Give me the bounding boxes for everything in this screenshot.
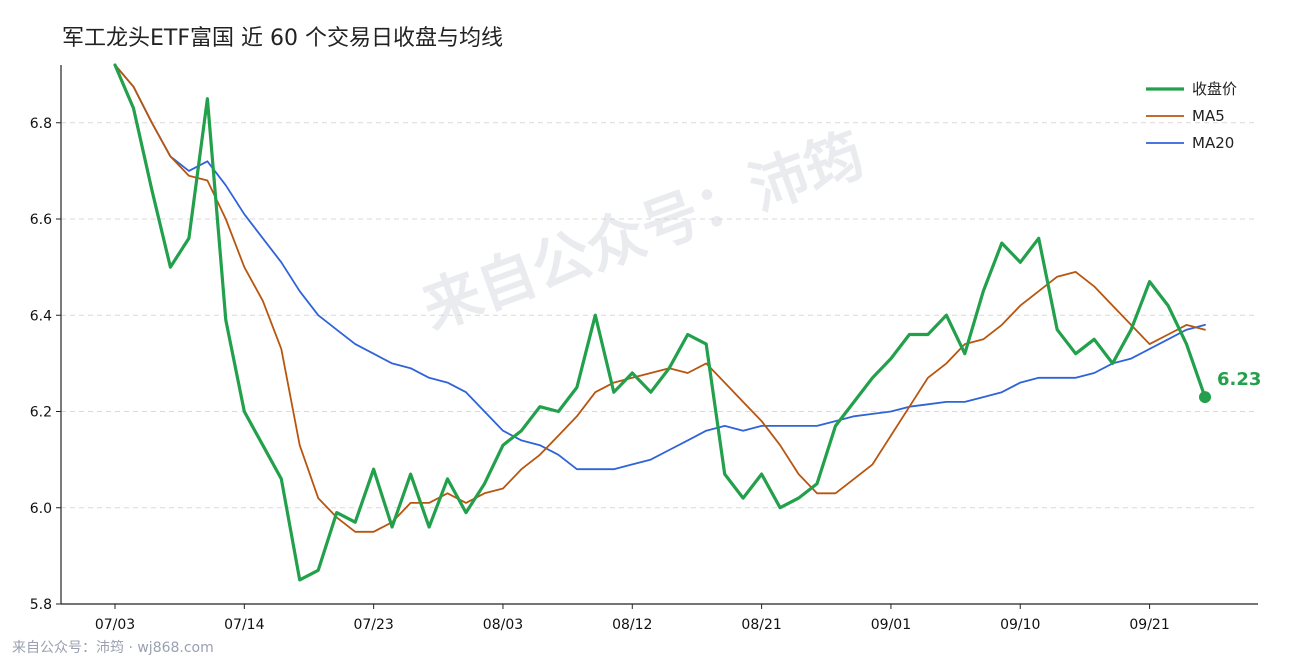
y-tick-label: 6.2 <box>30 405 52 421</box>
series-lines: 6.23 <box>113 63 1261 582</box>
y-tick-label: 6.8 <box>30 116 52 132</box>
y-tick-label: 6.4 <box>30 308 52 324</box>
axes: 5.8 6.0 6.2 6.4 6.6 6.8 07/03 07/14 07/23 08/03 08… <box>30 65 1258 633</box>
last-close-point <box>1199 391 1211 404</box>
x-tick-label: 09/21 <box>1129 617 1169 633</box>
series-ma20-line <box>114 64 1206 471</box>
x-tick-label: 07/03 <box>95 617 135 633</box>
x-tick-label: 09/01 <box>871 617 911 633</box>
x-tick-label: 09/10 <box>1000 617 1040 633</box>
legend: 收盘价 MA5 MA20 <box>1146 80 1237 152</box>
chart-title: 军工龙头ETF富国 近 60 个交易日收盘与均线 <box>62 26 503 51</box>
grid-lines <box>61 122 1258 509</box>
source-footer: 来自公众号：沛筠 · wj868.com <box>12 640 214 656</box>
legend-label: 收盘价 <box>1192 80 1237 98</box>
y-tick-label: 6.6 <box>30 212 52 228</box>
series-close-line <box>113 63 1207 582</box>
y-tick-label: 6.0 <box>30 501 52 517</box>
x-tick-label: 07/14 <box>224 617 264 633</box>
y-tick-label: 5.8 <box>30 597 52 613</box>
legend-label: MA20 <box>1192 134 1234 152</box>
x-tick-label: 08/12 <box>612 617 652 633</box>
x-tick-label: 08/21 <box>741 617 781 633</box>
series-ma5-line <box>114 64 1206 533</box>
watermark-text: 来自公众号：沛筠 <box>414 120 873 343</box>
x-tick-label: 07/23 <box>353 617 393 633</box>
last-close-label: 6.23 <box>1217 369 1261 390</box>
x-tick-label: 08/03 <box>483 617 523 633</box>
legend-label: MA5 <box>1192 107 1225 125</box>
